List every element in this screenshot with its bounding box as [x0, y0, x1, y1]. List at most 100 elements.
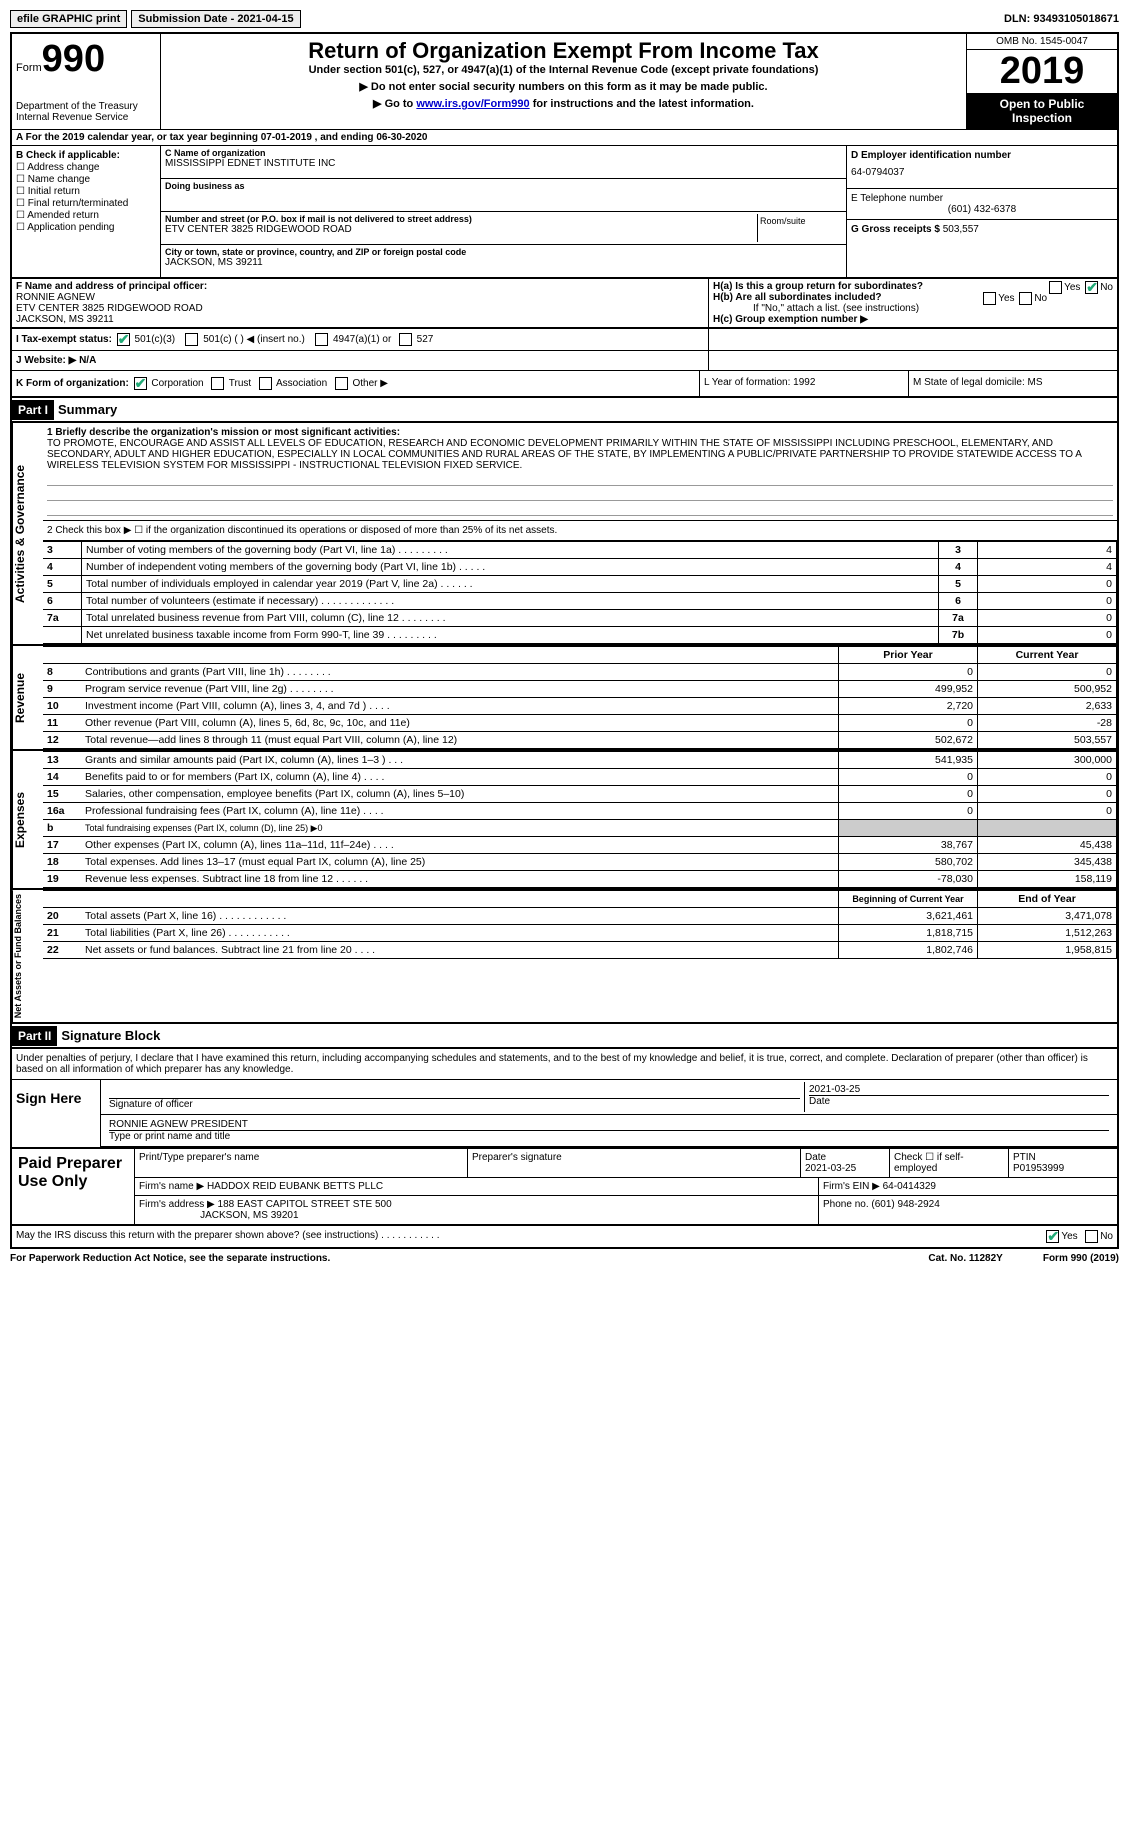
expenses-table: 13 Grants and similar amounts paid (Part…	[43, 751, 1117, 888]
check-initial-return[interactable]: ☐ Initial return	[16, 186, 156, 197]
org-city: JACKSON, MS 39211	[165, 257, 842, 268]
officer-name-title: RONNIE AGNEW PRESIDENT	[109, 1119, 1109, 1130]
tel-value: (601) 432-6378	[851, 204, 1113, 215]
check-corporation[interactable]	[134, 377, 147, 390]
dba-label: Doing business as	[165, 181, 842, 191]
firm-name: HADDOX REID EUBANK BETTS PLLC	[207, 1181, 383, 1192]
revenue-table: Prior YearCurrent Year8 Contributions an…	[43, 646, 1117, 749]
signature-block: Under penalties of perjury, I declare th…	[10, 1049, 1119, 1149]
expenses-section: Expenses 13 Grants and similar amounts p…	[10, 751, 1119, 890]
check-501c3[interactable]	[117, 333, 130, 346]
firm-addr: 188 EAST CAPITOL STREET STE 500	[218, 1199, 392, 1210]
org-form-label: K Form of organization:	[16, 378, 129, 389]
officer-addr2: JACKSON, MS 39211	[16, 314, 704, 325]
net-assets-table: Beginning of Current YearEnd of Year20 T…	[43, 890, 1117, 959]
hb-label: H(b) Are all subordinates included?	[713, 292, 882, 303]
firm-city: JACKSON, MS 39201	[200, 1210, 298, 1221]
omb-number: OMB No. 1545-0047	[967, 34, 1117, 50]
paperwork-notice: For Paperwork Reduction Act Notice, see …	[10, 1253, 928, 1264]
dept-treasury: Department of the Treasury Internal Reve…	[16, 101, 156, 123]
instr-link: ▶ Go to www.irs.gov/Form990 for instruct…	[165, 97, 962, 110]
open-inspection: Open to Public Inspection	[967, 93, 1117, 129]
instr-ssn: ▶ Do not enter social security numbers o…	[165, 80, 962, 93]
check-4947[interactable]	[315, 333, 328, 346]
check-final-return[interactable]: ☐ Final return/terminated	[16, 198, 156, 209]
form-title: Return of Organization Exempt From Incom…	[165, 38, 962, 64]
room-label: Room/suite	[757, 214, 842, 242]
type-name-label: Type or print name and title	[109, 1130, 1109, 1142]
check-association[interactable]	[259, 377, 272, 390]
signature-declaration: Under penalties of perjury, I declare th…	[12, 1049, 1117, 1080]
section-ijk: I Tax-exempt status: 501(c)(3) 501(c) ( …	[10, 329, 1119, 398]
tax-year: 2019	[967, 50, 1117, 93]
form-year-box: OMB No. 1545-0047 2019 Open to Public In…	[966, 34, 1117, 129]
line-a-calendar-year: A For the 2019 calendar year, or tax yea…	[10, 129, 1119, 146]
addr-label: Number and street (or P.O. box if mail i…	[165, 214, 757, 224]
section-c: C Name of organization MISSISSIPPI EDNET…	[161, 146, 846, 277]
header-info-block: B Check if applicable: ☐ Address change …	[10, 146, 1119, 279]
vert-label-revenue: Revenue	[12, 646, 43, 749]
org-name-label: C Name of organization	[165, 148, 842, 158]
phone-value: (601) 948-2924	[871, 1199, 939, 1210]
line-j-right	[709, 351, 1117, 370]
section-f-h: F Name and address of principal officer:…	[10, 279, 1119, 329]
check-name-change[interactable]: ☐ Name change	[16, 174, 156, 185]
discuss-no[interactable]	[1085, 1230, 1098, 1243]
section-b: B Check if applicable: ☐ Address change …	[12, 146, 161, 277]
firm-ein-label: Firm's EIN ▶	[823, 1181, 880, 1192]
officer-label: F Name and address of principal officer:	[16, 281, 704, 292]
check-527[interactable]	[399, 333, 412, 346]
hb-yes[interactable]	[983, 292, 996, 305]
dln-number: DLN: 93493105018671	[1004, 13, 1119, 25]
line-j-placeholder	[709, 329, 1117, 350]
ha-yes[interactable]	[1049, 281, 1062, 294]
check-amended-return[interactable]: ☐ Amended return	[16, 210, 156, 221]
line-i: I Tax-exempt status: 501(c)(3) 501(c) ( …	[12, 329, 709, 350]
check-self-employed[interactable]: Check ☐ if self-employed	[890, 1149, 1009, 1177]
vert-label-net: Net Assets or Fund Balances	[12, 890, 43, 1022]
line-j-website: J Website: ▶ N/A	[12, 351, 709, 370]
tel-label: E Telephone number	[851, 193, 1113, 204]
phone-label: Phone no.	[823, 1199, 869, 1210]
form-footer: Form 990 (2019)	[1043, 1253, 1119, 1264]
discuss-yes[interactable]	[1046, 1230, 1059, 1243]
check-address-change[interactable]: ☐ Address change	[16, 162, 156, 173]
hb-note: If "No," attach a list. (see instruction…	[713, 303, 1113, 314]
form-number-box: Form990 Department of the Treasury Inter…	[12, 34, 161, 129]
form-number: 990	[42, 38, 105, 80]
irs-link[interactable]: www.irs.gov/Form990	[416, 98, 529, 110]
org-address: ETV CENTER 3825 RIDGEWOOD ROAD	[165, 224, 757, 235]
prep-date-label: Date	[805, 1152, 826, 1163]
form-title-box: Return of Organization Exempt From Incom…	[161, 34, 966, 129]
prep-name-label: Print/Type preparer's name	[135, 1149, 468, 1177]
efile-button[interactable]: efile GRAPHIC print	[10, 10, 127, 28]
part1-badge: Part I	[12, 400, 54, 420]
part2-title: Signature Block	[57, 1024, 164, 1047]
governance-table: 3 Number of voting members of the govern…	[43, 541, 1117, 644]
prep-date-value: 2021-03-25	[805, 1163, 856, 1174]
cat-number: Cat. No. 11282Y	[928, 1253, 1002, 1264]
hb-no[interactable]	[1019, 292, 1032, 305]
top-bar: efile GRAPHIC print Submission Date - 20…	[10, 10, 1119, 28]
vert-label-ag: Activities & Governance	[12, 423, 43, 644]
check-501c[interactable]	[185, 333, 198, 346]
net-assets-section: Net Assets or Fund Balances Beginning of…	[10, 890, 1119, 1024]
ein-value: 64-0794037	[851, 161, 1113, 184]
check-other[interactable]	[335, 377, 348, 390]
ha-no[interactable]	[1085, 281, 1098, 294]
sig-officer-label: Signature of officer	[109, 1098, 800, 1110]
officer-addr1: ETV CENTER 3825 RIDGEWOOD ROAD	[16, 303, 704, 314]
ha-label: H(a) Is this a group return for subordin…	[713, 281, 923, 292]
submission-date: Submission Date - 2021-04-15	[131, 10, 300, 28]
gross-value: 503,557	[943, 224, 979, 235]
part1-header: Part I Summary	[10, 398, 1119, 423]
firm-addr-label: Firm's address ▶	[139, 1199, 215, 1210]
part1-title: Summary	[54, 398, 121, 421]
prep-sig-label: Preparer's signature	[468, 1149, 801, 1177]
firm-name-label: Firm's name ▶	[139, 1181, 204, 1192]
check-application-pending[interactable]: ☐ Application pending	[16, 222, 156, 233]
check-trust[interactable]	[211, 377, 224, 390]
discuss-row: May the IRS discuss this return with the…	[10, 1226, 1119, 1249]
section-d: D Employer identification number 64-0794…	[846, 146, 1117, 277]
paid-preparer-label: Paid Preparer Use Only	[12, 1149, 134, 1224]
